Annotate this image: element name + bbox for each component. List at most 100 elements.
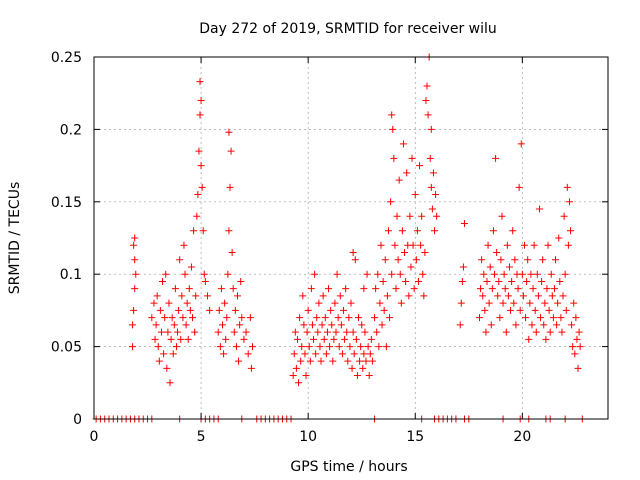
data-point	[237, 277, 245, 285]
data-point	[220, 350, 228, 358]
data-point	[290, 350, 298, 358]
y-tick-label: 0.25	[51, 50, 82, 66]
data-point	[242, 328, 250, 336]
data-point	[365, 372, 373, 380]
data-point	[366, 350, 374, 358]
data-point	[367, 335, 375, 343]
data-point	[545, 306, 553, 314]
data-point	[487, 321, 495, 329]
data-point	[488, 285, 496, 293]
data-point	[412, 256, 420, 264]
data-point	[305, 343, 313, 351]
data-point	[558, 328, 566, 336]
data-point	[226, 183, 234, 191]
data-point	[206, 306, 214, 314]
data-point	[386, 314, 394, 322]
data-point	[130, 306, 138, 314]
data-point	[174, 328, 182, 336]
data-point	[410, 285, 418, 293]
data-point	[347, 299, 355, 307]
data-point	[523, 277, 531, 285]
data-point	[353, 372, 361, 380]
data-point	[479, 292, 487, 300]
data-point	[289, 372, 297, 380]
data-point	[350, 350, 358, 358]
data-point	[572, 314, 580, 322]
data-point	[432, 191, 440, 199]
data-point	[457, 299, 465, 307]
data-point	[405, 292, 413, 300]
data-point	[573, 335, 581, 343]
data-point	[393, 212, 401, 220]
data-point	[326, 343, 334, 351]
data-point	[196, 111, 204, 119]
data-point	[177, 335, 185, 343]
data-point	[185, 285, 193, 293]
data-point	[559, 292, 567, 300]
data-point	[394, 256, 402, 264]
data-point	[507, 306, 515, 314]
data-point	[155, 357, 163, 365]
data-point	[543, 285, 551, 293]
data-point	[504, 292, 512, 300]
data-point	[235, 357, 243, 365]
data-point	[338, 350, 346, 358]
data-point	[159, 277, 167, 285]
data-point	[377, 241, 385, 249]
data-point	[330, 335, 338, 343]
data-point	[318, 321, 326, 329]
data-point	[189, 314, 197, 322]
data-point	[131, 285, 139, 293]
data-point	[341, 335, 349, 343]
data-point	[492, 154, 500, 162]
y-tick-label: 0.15	[51, 195, 82, 211]
data-point	[411, 191, 419, 199]
data-point	[317, 357, 325, 365]
data-point	[178, 292, 186, 300]
data-point	[542, 335, 550, 343]
data-point	[298, 343, 306, 351]
data-point	[304, 306, 312, 314]
data-point	[292, 364, 300, 372]
data-point	[131, 234, 139, 242]
data-point	[540, 321, 548, 329]
data-point	[197, 162, 205, 170]
data-point	[538, 277, 546, 285]
data-point	[401, 248, 409, 256]
data-point	[496, 314, 504, 322]
data-point	[528, 321, 536, 329]
data-point	[533, 270, 541, 278]
data-point	[306, 357, 314, 365]
data-point	[227, 147, 235, 155]
data-point	[322, 350, 330, 358]
y-tick-label: 0.2	[60, 122, 82, 138]
data-point	[302, 372, 310, 380]
data-point	[383, 292, 391, 300]
data-point	[323, 328, 331, 336]
data-point	[196, 78, 204, 86]
data-point	[520, 241, 528, 249]
data-point	[363, 270, 371, 278]
data-point	[570, 299, 578, 307]
data-point	[248, 343, 256, 351]
data-point	[483, 277, 491, 285]
data-point	[217, 285, 225, 293]
data-point	[565, 198, 573, 206]
data-point	[201, 277, 209, 285]
data-point	[236, 321, 244, 329]
data-point	[406, 212, 414, 220]
data-point	[157, 328, 165, 336]
data-point	[132, 270, 140, 278]
data-point	[535, 205, 543, 213]
data-point	[216, 343, 224, 351]
data-point	[562, 306, 570, 314]
data-point	[301, 350, 309, 358]
data-point	[541, 299, 549, 307]
data-point	[522, 314, 530, 322]
data-point	[395, 176, 403, 184]
data-point	[458, 277, 466, 285]
data-point	[345, 314, 353, 322]
data-point	[563, 183, 571, 191]
data-point	[489, 227, 497, 235]
data-point	[359, 364, 367, 372]
